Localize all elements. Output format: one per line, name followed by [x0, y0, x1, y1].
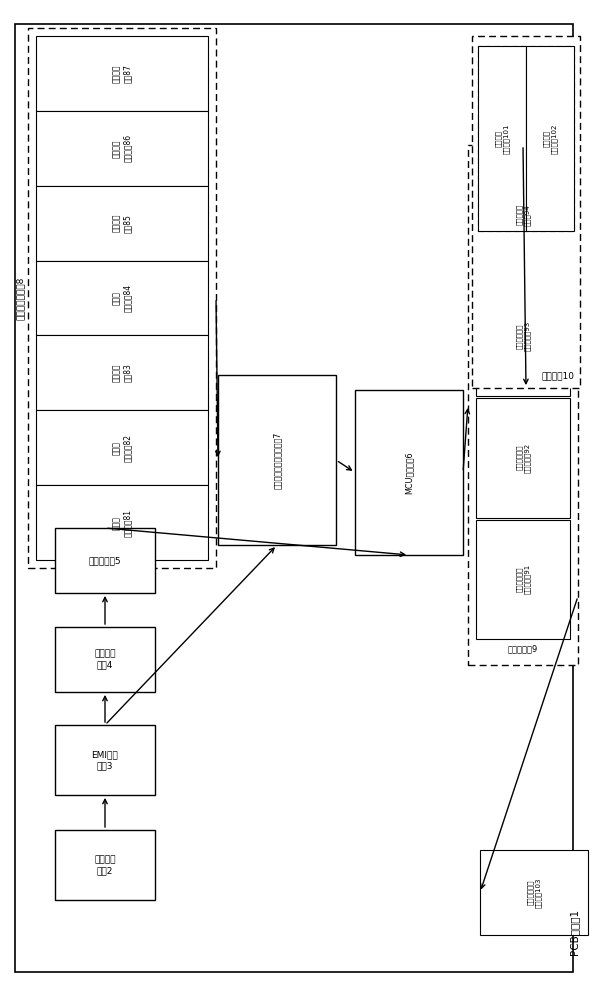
Text: 应急回路
接线端孜102: 应急回路 接线端孜102 — [543, 123, 557, 154]
Text: 报警灯
接线端子82: 报警灯 接线端子82 — [112, 434, 132, 462]
Bar — [36, 111, 208, 186]
Bar — [36, 335, 208, 410]
Text: 升降马达
接线端子86: 升降马达 接线端子86 — [112, 134, 132, 162]
Bar — [36, 410, 208, 485]
Text: 离合器
接线端子81: 离合器 接线端子81 — [112, 509, 132, 537]
Text: 化学浓度传感
器接线端子93: 化学浓度传感 器接线端子93 — [516, 321, 530, 351]
Bar — [478, 46, 526, 231]
Text: 主控屏模块5: 主控屏模块5 — [89, 556, 121, 565]
Text: 交流继电器触点输出模块7: 交流继电器触点输出模块7 — [272, 431, 282, 489]
Bar — [472, 36, 580, 388]
Text: MCU微控单元6: MCU微控单元6 — [404, 451, 413, 494]
Text: 传感器模块9: 传感器模块9 — [508, 644, 538, 653]
Text: 第二风速传感
器接线端子92: 第二风速传感 器接线端子92 — [516, 443, 530, 473]
Text: 回路模垃10: 回路模垃10 — [542, 371, 575, 380]
Text: 照明接线
端子83: 照明接线 端子83 — [112, 363, 132, 382]
Bar — [476, 520, 570, 639]
Bar — [55, 830, 155, 900]
Bar — [36, 36, 208, 111]
Text: 风机控制回路
接线端孜103: 风机控制回路 接线端孜103 — [527, 877, 541, 908]
Bar — [476, 155, 570, 274]
Bar — [55, 627, 155, 692]
Bar — [355, 390, 463, 555]
Text: 备用接线
端子87: 备用接线 端子87 — [112, 64, 132, 83]
Text: 杀菌器
接线端子84: 杀菌器 接线端子84 — [112, 284, 132, 312]
Text: 直流电源
模块4: 直流电源 模块4 — [94, 649, 116, 670]
Bar — [480, 850, 588, 935]
Text: EMI抑制
模块3: EMI抑制 模块3 — [92, 750, 118, 770]
Bar — [468, 145, 578, 665]
Text: 交流输入
模块2: 交流输入 模块2 — [94, 855, 116, 875]
Text: 限位回路
接线端孜101: 限位回路 接线端孜101 — [495, 123, 509, 154]
Bar — [478, 46, 574, 231]
Text: 温湿度传感
器端子94: 温湿度传感 器端子94 — [516, 204, 530, 226]
Bar — [526, 46, 574, 231]
Bar — [476, 398, 570, 518]
Bar — [36, 261, 208, 335]
Text: PCB电路板1: PCB电路板1 — [569, 909, 579, 955]
Bar — [476, 276, 570, 396]
Bar — [55, 528, 155, 593]
Bar — [36, 186, 208, 261]
Text: 第一风速传感
器接线端子91: 第一风速传感 器接线端子91 — [516, 564, 530, 594]
Bar — [218, 375, 336, 545]
Bar — [55, 725, 155, 795]
Text: 插座接线
端子85: 插座接线 端子85 — [112, 214, 132, 233]
Text: 外设接线端子排8: 外设接线端子排8 — [15, 276, 24, 320]
Bar — [28, 28, 216, 568]
Bar — [36, 485, 208, 560]
